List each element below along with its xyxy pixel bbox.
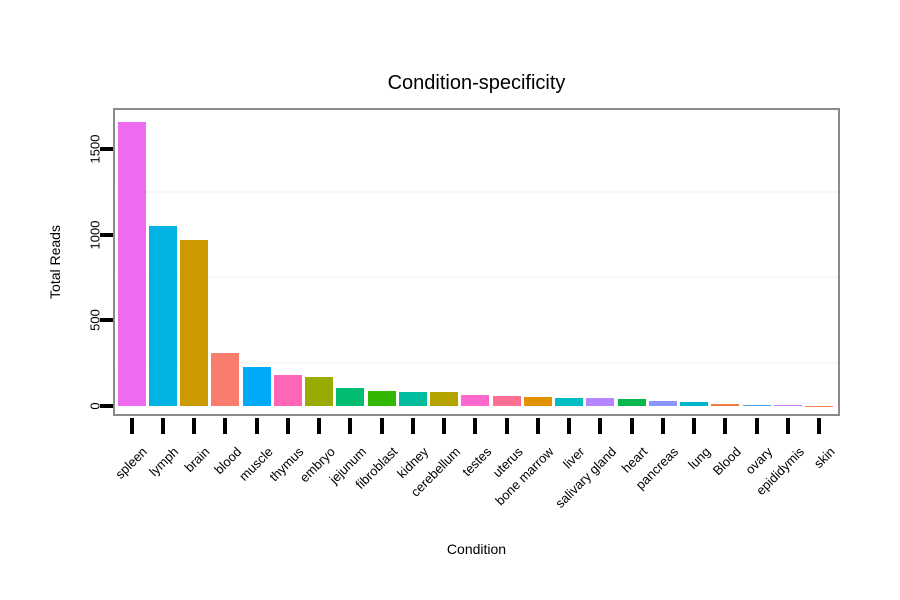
bar-heart [617,399,646,406]
bar-uterus [492,396,521,406]
y-tick-mark [100,404,113,408]
x-tick-mark [473,418,478,434]
bar-embryo [305,376,334,406]
bar-epididymis [773,405,802,406]
x-tick-mark [535,418,540,434]
bar-lymph [148,225,177,406]
x-tick-mark [817,418,822,434]
bar-blood [711,403,740,406]
y-axis-title-text: Total Reads [47,225,63,299]
x-tick-mark [410,418,415,434]
bar-pancreas [648,401,677,406]
bar-thymus [273,375,302,406]
x-tick-mark [660,418,665,434]
y-tick-mark [100,146,113,151]
x-tick-mark [160,418,165,434]
bar-liver [555,397,584,406]
x-tick-mark [348,418,353,434]
x-tick-label-text: spleen [112,444,151,482]
x-tick-label-text: lymph [146,444,182,480]
x-tick-mark [129,418,134,434]
x-tick-mark [785,418,790,434]
x-tick-label-text: brain [181,444,213,476]
x-tick-mark [504,418,509,434]
y-tick-label-text: 0 [87,402,103,410]
minor-gridline [113,190,840,193]
x-tick-label-text: skin [810,444,838,471]
x-tick-label-text: Blood [709,444,745,479]
x-tick-label-text: muscle [235,444,276,484]
bar-brain [180,239,209,406]
bar-kidney [398,392,427,406]
plot-area [113,108,840,416]
bar-lung [680,402,709,406]
x-tick-mark [723,418,728,434]
bar-muscle [242,366,271,406]
y-tick-label-text: 500 [87,309,103,332]
bar-bone-marrow [523,396,552,406]
y-tick-label-text: 1000 [87,220,103,249]
x-tick-mark [254,418,259,434]
x-tick-mark [629,418,634,434]
x-tick-mark [442,418,447,434]
bar-cerebellum [430,391,459,406]
bar-ovary [742,404,771,406]
bar-blood [211,352,240,406]
bar-fibroblast [367,391,396,406]
x-tick-mark [379,418,384,434]
x-tick-mark [754,418,759,434]
bar-spleen [117,122,146,406]
y-tick-label-text: 1500 [87,134,103,164]
chart-title: Condition-specificity [387,72,566,94]
x-tick-mark [317,418,322,434]
x-tick-mark [223,418,228,434]
x-tick-label-text: lung [684,444,713,472]
bar-testes [461,395,490,406]
minor-gridline [113,276,840,279]
minor-gridline [113,362,840,365]
y-tick-mark [100,232,113,237]
x-tick-mark [192,418,197,434]
y-tick-mark [100,318,113,323]
bar-jejunum [336,388,365,406]
x-tick-mark [567,418,572,434]
x-tick-mark [285,418,290,434]
x-tick-mark [598,418,603,434]
x-tick-label-text: testes [458,444,495,480]
x-tick-mark [692,418,697,434]
bar-salivary-gland [586,397,615,406]
x-axis-title: Condition [446,541,507,557]
